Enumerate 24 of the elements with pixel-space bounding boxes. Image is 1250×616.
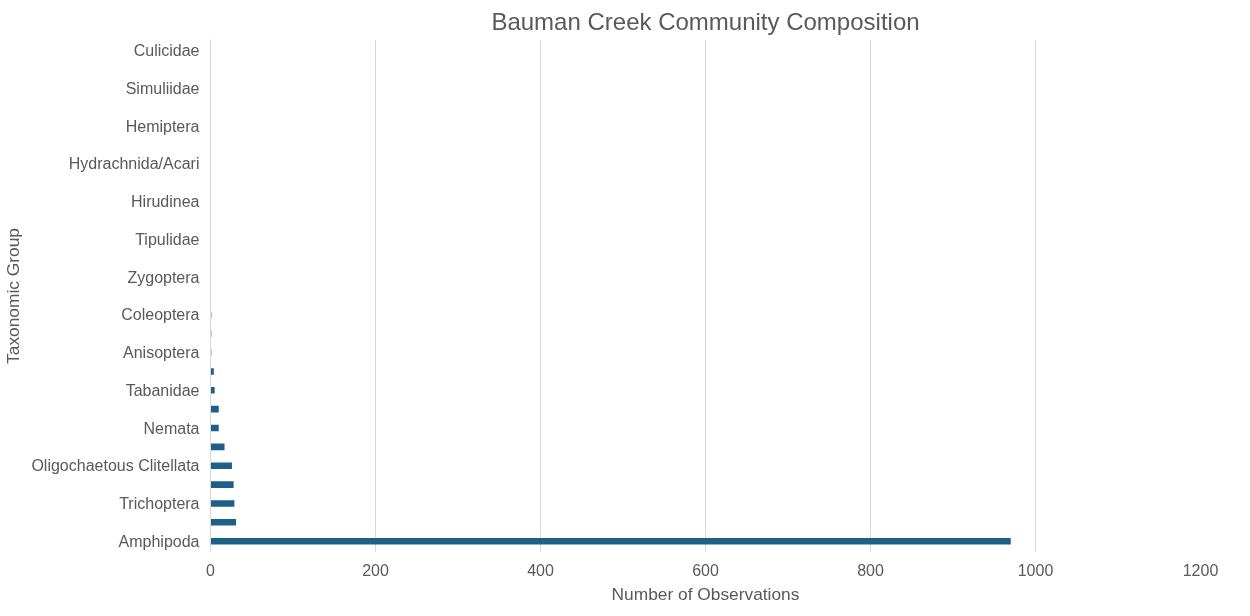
- y-tick-label: Nemata: [143, 419, 200, 437]
- y-axis-title: Taxonomic Group: [3, 228, 24, 364]
- y-tick-label: Anisoptera: [123, 344, 200, 362]
- y-tick-label: Amphipoda: [118, 532, 200, 550]
- y-tick-label: Simuliidae: [125, 80, 200, 98]
- x-tick-label: 1000: [1017, 561, 1054, 579]
- x-axis-title: Number of Observations: [611, 583, 800, 604]
- x-tick-label: 0: [206, 561, 216, 579]
- y-tick-label: Hemiptera: [125, 117, 200, 135]
- y-tick-label: Hirudinea: [131, 193, 200, 211]
- x-tick-label: 1200: [1182, 561, 1219, 579]
- y-tick-label: Tipulidae: [135, 230, 200, 248]
- y-tick-label: Oligochaetous Clitellata: [31, 457, 200, 475]
- y-tick-label: Zygoptera: [127, 268, 200, 286]
- x-tick-label: 200: [362, 561, 389, 579]
- y-tick-label: Tabanidae: [125, 381, 200, 399]
- chart-title: Bauman Creek Community Composition: [491, 7, 920, 35]
- y-tick-label: Trichoptera: [119, 494, 200, 512]
- x-tick-label: 800: [857, 561, 884, 579]
- y-tick-label: Coleoptera: [121, 306, 200, 324]
- y-tick-label: Hydrachnida/Acari: [68, 155, 200, 173]
- y-tick-label: Culicidae: [133, 42, 200, 60]
- x-tick-label: 600: [692, 561, 719, 579]
- x-tick-label: 400: [527, 561, 554, 579]
